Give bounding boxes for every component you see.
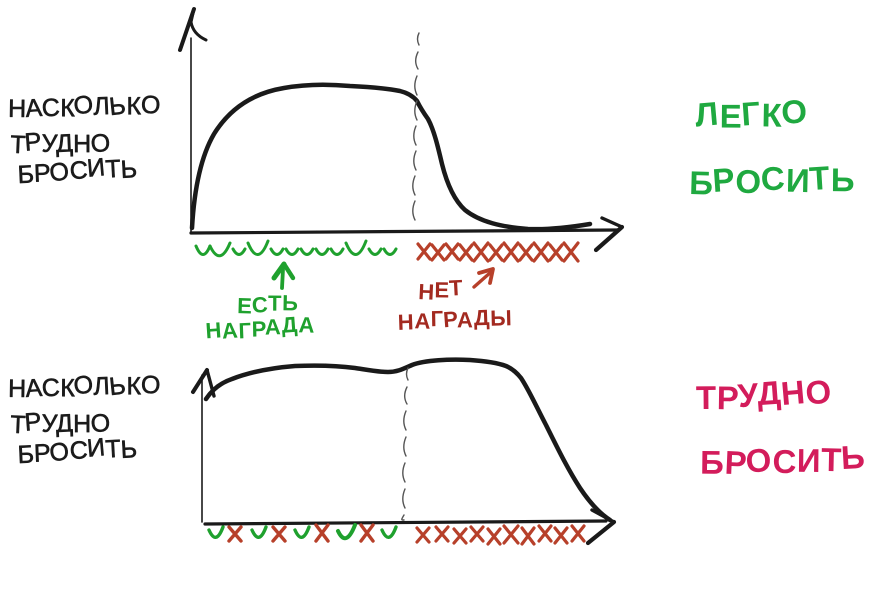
svg-text:НАСКОЛЬКО: НАСКОЛЬКО [7, 88, 162, 125]
svg-text:БРОСИТЬ: БРОСИТЬ [17, 432, 138, 470]
svg-text:БРОСИТЬ: БРОСИТЬ [699, 438, 866, 483]
svg-text:БРОСИТЬ: БРОСИТЬ [17, 152, 138, 190]
svg-text:НАСКОЛЬКО: НАСКОЛЬКО [7, 368, 162, 405]
svg-text:НАГРАДЫ: НАГРАДЫ [397, 304, 512, 334]
svg-text:ЛЕГКО: ЛЕГКО [693, 91, 808, 136]
svg-text:БРОСИТЬ: БРОСИТЬ [688, 158, 856, 202]
svg-text:ТРУДНО: ТРУДНО [695, 372, 833, 418]
svg-text:НЕТ: НЕТ [417, 275, 464, 305]
